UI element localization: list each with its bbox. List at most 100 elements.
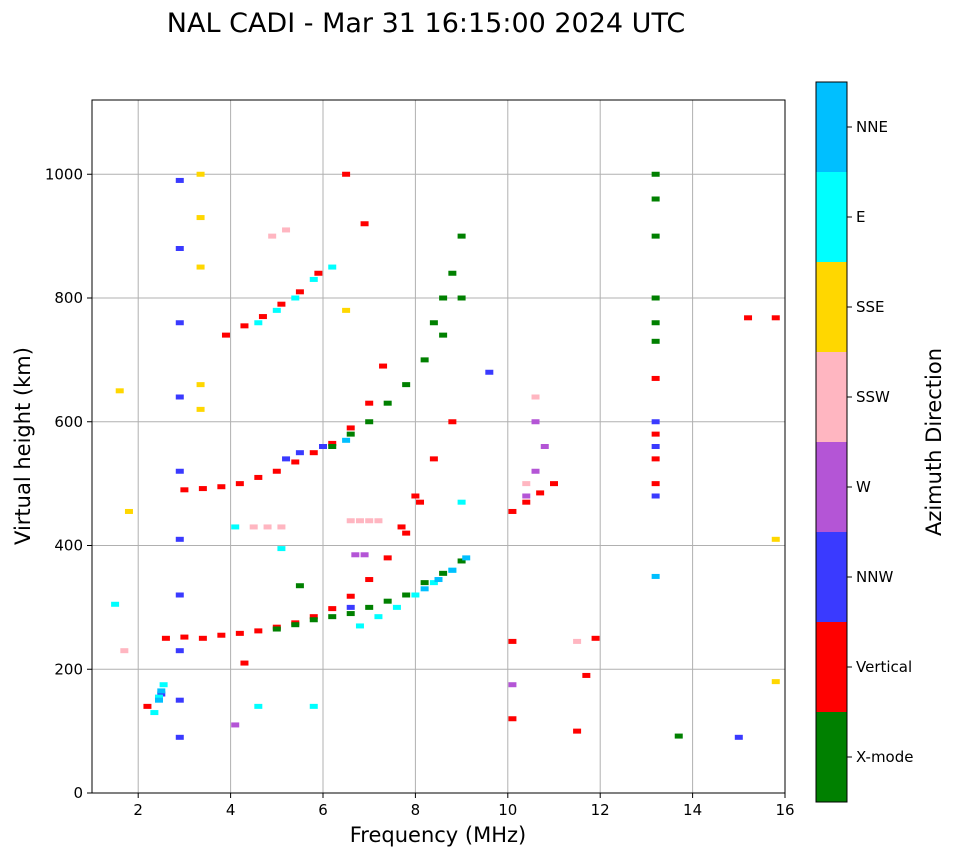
colorbar-frame — [815, 81, 848, 803]
echo-point-x-mode — [291, 622, 300, 628]
echo-point-sse — [342, 307, 351, 313]
echo-point-nne — [154, 697, 163, 703]
echo-point-nnw — [157, 691, 166, 697]
echo-point-vertical — [582, 672, 591, 678]
echo-point-nnw — [295, 450, 304, 456]
echo-point-nne — [157, 688, 166, 694]
x-tick-label: 16 — [775, 801, 794, 819]
grid-lines — [92, 100, 786, 794]
x-tick-label: 10 — [498, 801, 517, 819]
echo-point-nnw — [175, 468, 184, 474]
echo-point-sse — [771, 679, 780, 685]
echo-point-ssw — [531, 394, 540, 400]
echo-point-vertical — [346, 593, 355, 599]
colorbar-segment — [816, 442, 847, 532]
echo-point-x-mode — [402, 382, 411, 388]
colorbar-segment — [816, 532, 847, 622]
echo-point-vertical — [240, 660, 249, 666]
echo-point-vertical — [309, 614, 318, 620]
echo-point-w — [522, 493, 531, 499]
echo-point-vertical — [295, 289, 304, 295]
echo-point-vertical — [383, 555, 392, 561]
echo-point-vertical — [221, 332, 230, 338]
echo-point-e — [429, 580, 438, 586]
y-tick-label: 1000 — [45, 165, 83, 183]
y-tick-label: 200 — [54, 660, 83, 678]
echo-point-vertical — [291, 459, 300, 465]
echo-point-vertical — [198, 486, 207, 492]
echo-point-vertical — [258, 314, 267, 320]
echo-point-vertical — [342, 171, 351, 177]
colorbar-segment — [816, 712, 847, 802]
echo-point-nnw — [651, 419, 660, 425]
echo-point-w — [531, 468, 540, 474]
y-tick-label: 800 — [54, 289, 83, 307]
echo-point-e — [328, 264, 337, 270]
echo-point-w — [531, 419, 540, 425]
echo-point-vertical — [272, 468, 281, 474]
echo-point-e — [291, 295, 300, 301]
echo-point-e — [231, 524, 240, 530]
echo-point-vertical — [328, 440, 337, 446]
echo-point-x-mode — [457, 558, 466, 564]
echo-point-sse — [115, 388, 124, 394]
echo-point-nnw — [175, 648, 184, 654]
echo-point-nnw — [485, 369, 494, 375]
colorbar-segment — [816, 262, 847, 352]
echo-point-vertical — [235, 481, 244, 487]
x-tick-label: 14 — [683, 801, 702, 819]
echo-point-vertical — [402, 530, 411, 536]
echo-point-e — [457, 499, 466, 505]
echo-point-vertical — [651, 481, 660, 487]
echo-point-x-mode — [420, 580, 429, 586]
echo-point-ssw — [263, 524, 272, 530]
colorbar-tick-label: E — [856, 208, 865, 226]
echo-point-vertical — [143, 703, 152, 709]
colorbar: X-mode Vertical NNW W SSW SSE E NNE — [815, 81, 913, 803]
y-tick-label: 400 — [54, 537, 83, 555]
colorbar-segment — [816, 622, 847, 712]
echo-point-vertical — [573, 728, 582, 734]
echo-point-vertical — [397, 524, 406, 530]
echo-point-vertical — [536, 490, 545, 496]
colorbar-label: Azimuth Direction — [922, 348, 946, 536]
echo-point-vertical — [508, 716, 517, 722]
echo-point-vertical — [429, 456, 438, 462]
echo-point-vertical — [254, 474, 263, 480]
echo-point-nnw — [651, 444, 660, 449]
echo-point-vertical — [180, 634, 189, 640]
echo-point-vertical — [448, 419, 457, 425]
colorbar-tick-label: SSE — [856, 298, 885, 316]
echo-point-vertical — [309, 450, 318, 456]
echo-point-x-mode — [346, 611, 355, 617]
colorbar-tick-label: W — [856, 478, 871, 496]
echo-point-vertical — [346, 425, 355, 431]
echo-point-x-mode — [328, 614, 337, 620]
echo-point-x-mode — [439, 332, 448, 338]
data-points — [111, 171, 780, 740]
echo-point-ssw — [355, 518, 364, 524]
echo-point-x-mode — [272, 626, 281, 632]
echo-point-ssw — [346, 518, 355, 524]
echo-point-e — [309, 276, 318, 282]
echo-point-e — [392, 604, 401, 610]
echo-point-x-mode — [295, 583, 304, 589]
colorbar-tick-label: NNW — [856, 568, 893, 586]
echo-point-vertical — [651, 456, 660, 462]
echo-point-sse — [124, 508, 133, 514]
echo-point-nnw — [319, 444, 327, 449]
echo-point-vertical — [240, 323, 249, 329]
echo-point-sse — [196, 406, 205, 412]
echo-point-x-mode — [674, 733, 683, 739]
colorbar-tick-label: X-mode — [856, 748, 913, 766]
x-axis-ticks: 2 4 6 8 10 12 14 16 — [133, 793, 795, 819]
echo-point-sse — [196, 264, 205, 270]
echo-point-e — [411, 592, 420, 598]
echo-point-vertical — [328, 606, 337, 612]
echo-point-x-mode — [365, 419, 374, 425]
echo-point-e — [277, 546, 286, 552]
colorbar-segment — [816, 82, 847, 172]
y-axis-label: Virtual height (km) — [11, 347, 35, 545]
echo-point-w — [231, 722, 240, 728]
